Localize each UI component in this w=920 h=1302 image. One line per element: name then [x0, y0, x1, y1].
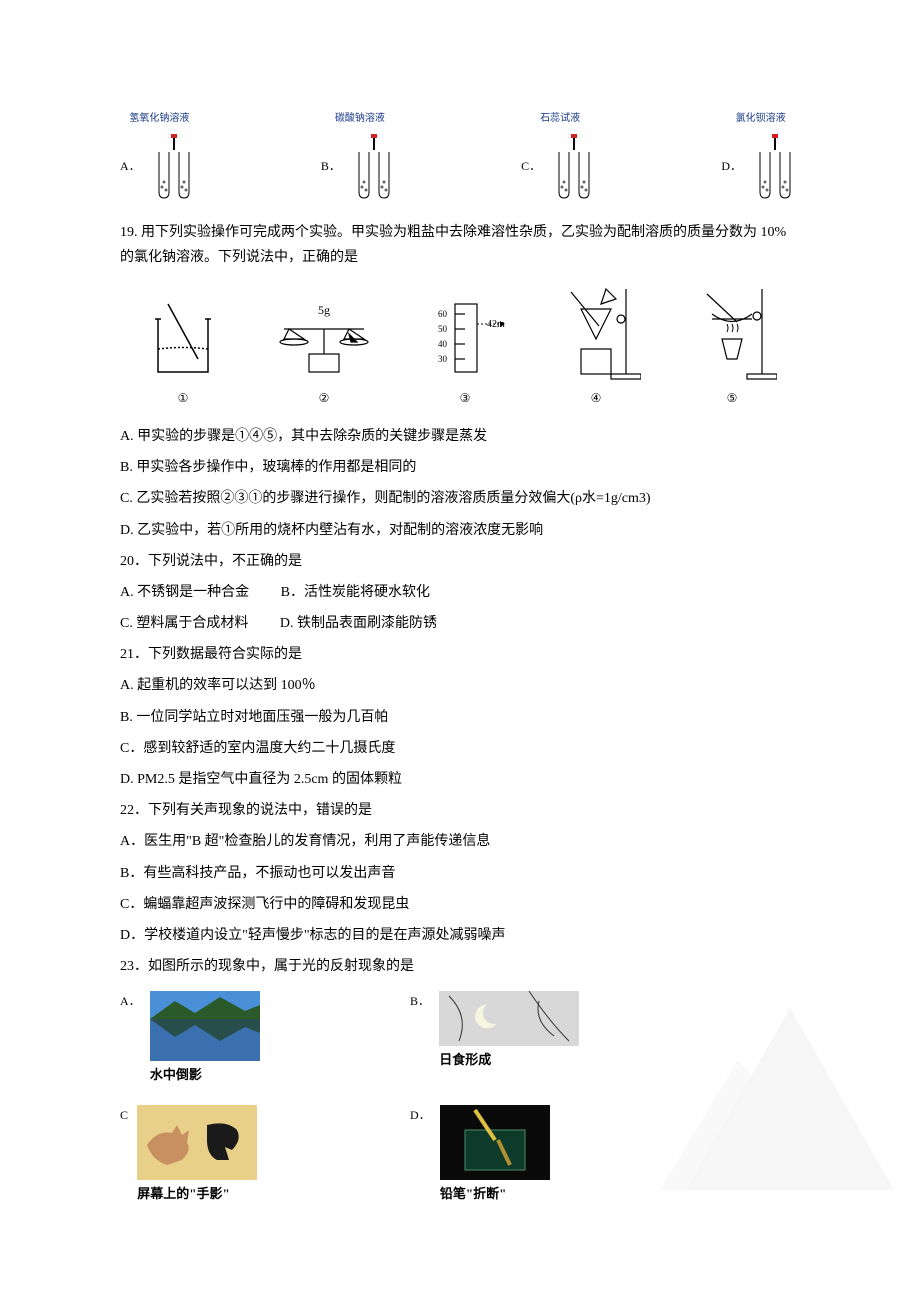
option-letter: A．: [120, 991, 141, 1013]
q19-apparatus-row: ① 5g ② 60 50 40: [120, 284, 800, 410]
tube-label: 氢氧化钠溶液: [129, 110, 189, 128]
balance-icon: 5g: [269, 294, 379, 384]
q20-opt-d: D. 铁制品表面刷漆能防锈: [280, 616, 437, 631]
q23-opt-c: C 屏幕上的"手影": [120, 1105, 370, 1205]
q19-opt-c: C. 乙实验若按照②③①的步骤进行操作，则配制的溶液溶质质量分效偏大(ρ水=1g…: [120, 486, 800, 511]
apparatus-beaker-stir: ①: [143, 294, 223, 410]
q22-stem: 22．下列有关声现象的说法中，错误的是: [120, 798, 800, 823]
tube-option-a: 氢氧化钠溶液 A．: [120, 110, 199, 202]
svg-text:30: 30: [438, 354, 448, 364]
cylinder-icon: 60 50 40 30 42mL: [425, 294, 505, 384]
q23-opt-b: B． 日食形成: [410, 991, 660, 1086]
svg-text:40: 40: [438, 339, 448, 349]
q21-opt-d: D. PM2.5 是指空气中直径为 2.5cm 的固体颗粒: [120, 767, 800, 792]
q22-opt-a: A．医生用"B 超"检查胎儿的发育情况，利用了声能传递信息: [120, 829, 800, 854]
dropper-tubes-icon: [549, 132, 599, 202]
tube-label: 石蕊试液: [540, 110, 580, 128]
q23-opt-d: D． 铅笔"折断": [410, 1105, 660, 1205]
evaporate-icon: [687, 284, 777, 384]
caption: 日食形成: [439, 1048, 579, 1071]
tube-label: 氯化钡溶液: [736, 110, 786, 128]
apparatus-balance: 5g ②: [269, 294, 379, 410]
svg-text:60: 60: [438, 309, 448, 319]
q18-tube-row: 氢氧化钠溶液 A． 碳酸钠溶液 B．: [120, 110, 800, 202]
apparatus-cylinder: 60 50 40 30 42mL ③: [425, 294, 505, 410]
q20-opt-b: B．活性炭能将硬水软化: [281, 585, 430, 600]
q22-opt-c: C．蝙蝠靠超声波探测飞行中的障碍和发现昆虫: [120, 892, 800, 917]
hand-shadow-icon: [137, 1105, 257, 1180]
beaker-stir-icon: [143, 294, 223, 384]
q22-opt-b: B．有些高科技产品，不振动也可以发出声音: [120, 861, 800, 886]
svg-text:50: 50: [438, 324, 448, 334]
tube-label: 碳酸钠溶液: [335, 110, 385, 128]
tube-option-c: 石蕊试液 C．: [521, 110, 599, 202]
q20-stem: 20．下列说法中，不正确的是: [120, 549, 800, 574]
caption: 水中倒影: [150, 1063, 260, 1086]
q20-opt-c: C. 塑料属于合成材料: [120, 616, 248, 631]
dropper-tubes-icon: [149, 132, 199, 202]
q19-opt-d: D. 乙实验中，若①所用的烧杯内壁沾有水，对配制的溶液浓度无影响: [120, 518, 800, 543]
lake-reflection-icon: [150, 991, 260, 1061]
q19-opt-b: B. 甲实验各步操作中，玻璃棒的作用都是相同的: [120, 455, 800, 480]
q19-stem: 19. 用下列实验操作可完成两个实验。甲实验为粗盐中去除难溶性杂质，乙实验为配制…: [120, 220, 800, 270]
apparatus-number: ③: [460, 388, 471, 410]
q20-opts-row1: A. 不锈钢是一种合金 B．活性炭能将硬水软化: [120, 580, 800, 605]
option-letter: B．: [410, 991, 430, 1013]
apparatus-number: ②: [319, 388, 330, 410]
apparatus-evaporate: ⑤: [687, 284, 777, 410]
q19-opt-a: A. 甲实验的步骤是①④⑤，其中去除杂质的关键步骤是蒸发: [120, 424, 800, 449]
option-letter: D．: [410, 1105, 431, 1127]
filter-icon: [551, 284, 641, 384]
q21-opt-a: A. 起重机的效率可以达到 100％: [120, 673, 800, 698]
q20-opts-row2: C. 塑料属于合成材料 D. 铁制品表面刷漆能防锈: [120, 611, 800, 636]
q20-opt-a: A. 不锈钢是一种合金: [120, 585, 249, 600]
q23-stem: 23．如图所示的现象中，属于光的反射现象的是: [120, 954, 800, 979]
q22-opt-d: D．学校楼道内设立"轻声慢步"标志的目的是在声源处减弱噪声: [120, 923, 800, 948]
q21-stem: 21．下列数据最符合实际的是: [120, 642, 800, 667]
balance-label: 5g: [318, 303, 330, 317]
dropper-tubes-icon: [750, 132, 800, 202]
caption: 屏幕上的"手影": [137, 1182, 257, 1205]
caption: 铅笔"折断": [440, 1182, 550, 1205]
q23-opt-a: A． 水中倒影: [120, 991, 370, 1086]
q21-opt-b: B. 一位同学站立时对地面压强一般为几百帕: [120, 705, 800, 730]
q23-grid: A． 水中倒影 B． 日食形成: [120, 991, 800, 1205]
tube-option-b: 碳酸钠溶液 B．: [321, 110, 399, 202]
option-letter: C: [120, 1105, 128, 1127]
option-letter: C．: [521, 156, 541, 178]
pencil-refraction-icon: [440, 1105, 550, 1180]
apparatus-filter: ④: [551, 284, 641, 410]
apparatus-number: ①: [178, 388, 189, 410]
apparatus-number: ⑤: [727, 388, 738, 410]
option-letter: A．: [120, 156, 141, 178]
dropper-tubes-icon: [349, 132, 399, 202]
eclipse-icon: [439, 991, 579, 1046]
apparatus-number: ④: [591, 388, 602, 410]
option-letter: D．: [721, 156, 742, 178]
option-letter: B．: [321, 156, 341, 178]
tube-option-d: 氯化钡溶液 D．: [721, 110, 800, 202]
q21-opt-c: C．感到较舒适的室内温度大约二十几摄氏度: [120, 736, 800, 761]
